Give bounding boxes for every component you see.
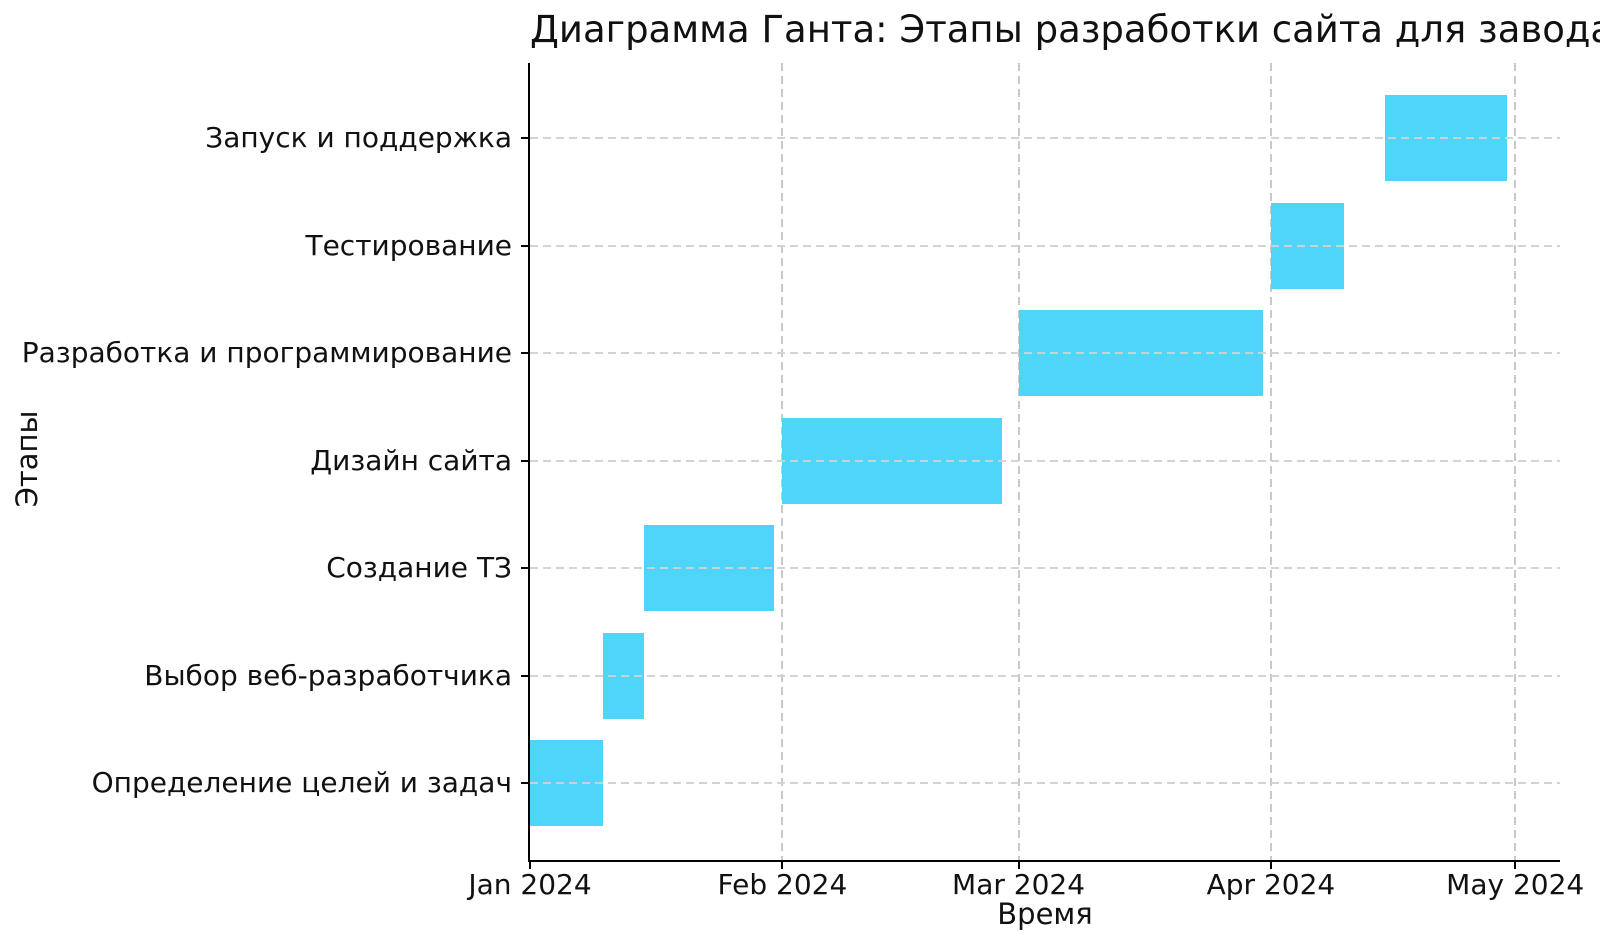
x-tick-label: Jan 2024: [468, 868, 592, 901]
vertical-gridline: [1514, 63, 1517, 860]
horizontal-gridline: [530, 674, 1560, 677]
y-tick-mark: [521, 244, 530, 247]
x-axis-spine: [528, 860, 1560, 862]
x-tick-mark: [1514, 860, 1517, 869]
x-tick-mark: [1269, 860, 1272, 869]
y-tick-mark: [521, 782, 530, 784]
chart-title: Диаграмма Ганта: Этапы разработки сайта …: [530, 8, 1600, 51]
vertical-gridline: [1269, 63, 1272, 860]
y-tick-mark: [521, 459, 530, 462]
y-tick-label: Дизайн сайта: [310, 443, 512, 477]
y-tick-mark: [521, 567, 530, 569]
y-tick-mark: [521, 352, 530, 354]
horizontal-gridline: [530, 352, 1560, 354]
x-axis-label: Время: [997, 897, 1093, 931]
y-tick-label: Запуск и поддержка: [205, 121, 512, 154]
x-tick-mark: [781, 860, 784, 869]
y-tick-label: Выбор веб-разработчика: [144, 658, 512, 692]
y-tick-label: Тестирование: [305, 228, 512, 262]
x-tick-label: Mar 2024: [952, 868, 1086, 901]
x-tick-label: Apr 2024: [1206, 868, 1336, 901]
y-tick-mark: [521, 674, 530, 677]
y-axis-label: Этапы: [10, 410, 44, 508]
vertical-gridline: [1017, 63, 1020, 860]
x-tick-mark: [529, 860, 531, 869]
y-axis-spine: [528, 63, 530, 860]
x-tick-mark: [1017, 860, 1020, 869]
horizontal-gridline: [530, 244, 1560, 247]
horizontal-gridline: [530, 567, 1560, 569]
y-tick-label: Определение целей и задач: [91, 766, 512, 799]
y-tick-label: Разработка и программирование: [21, 336, 512, 369]
x-tick-label: Feb 2024: [717, 868, 848, 901]
x-tick-label: May 2024: [1446, 868, 1585, 901]
y-tick-mark: [521, 137, 530, 139]
horizontal-gridline: [530, 782, 1560, 784]
y-tick-label: Создание ТЗ: [326, 551, 512, 584]
horizontal-gridline: [530, 459, 1560, 462]
horizontal-gridline: [530, 137, 1560, 139]
plot-area: [528, 63, 1560, 862]
